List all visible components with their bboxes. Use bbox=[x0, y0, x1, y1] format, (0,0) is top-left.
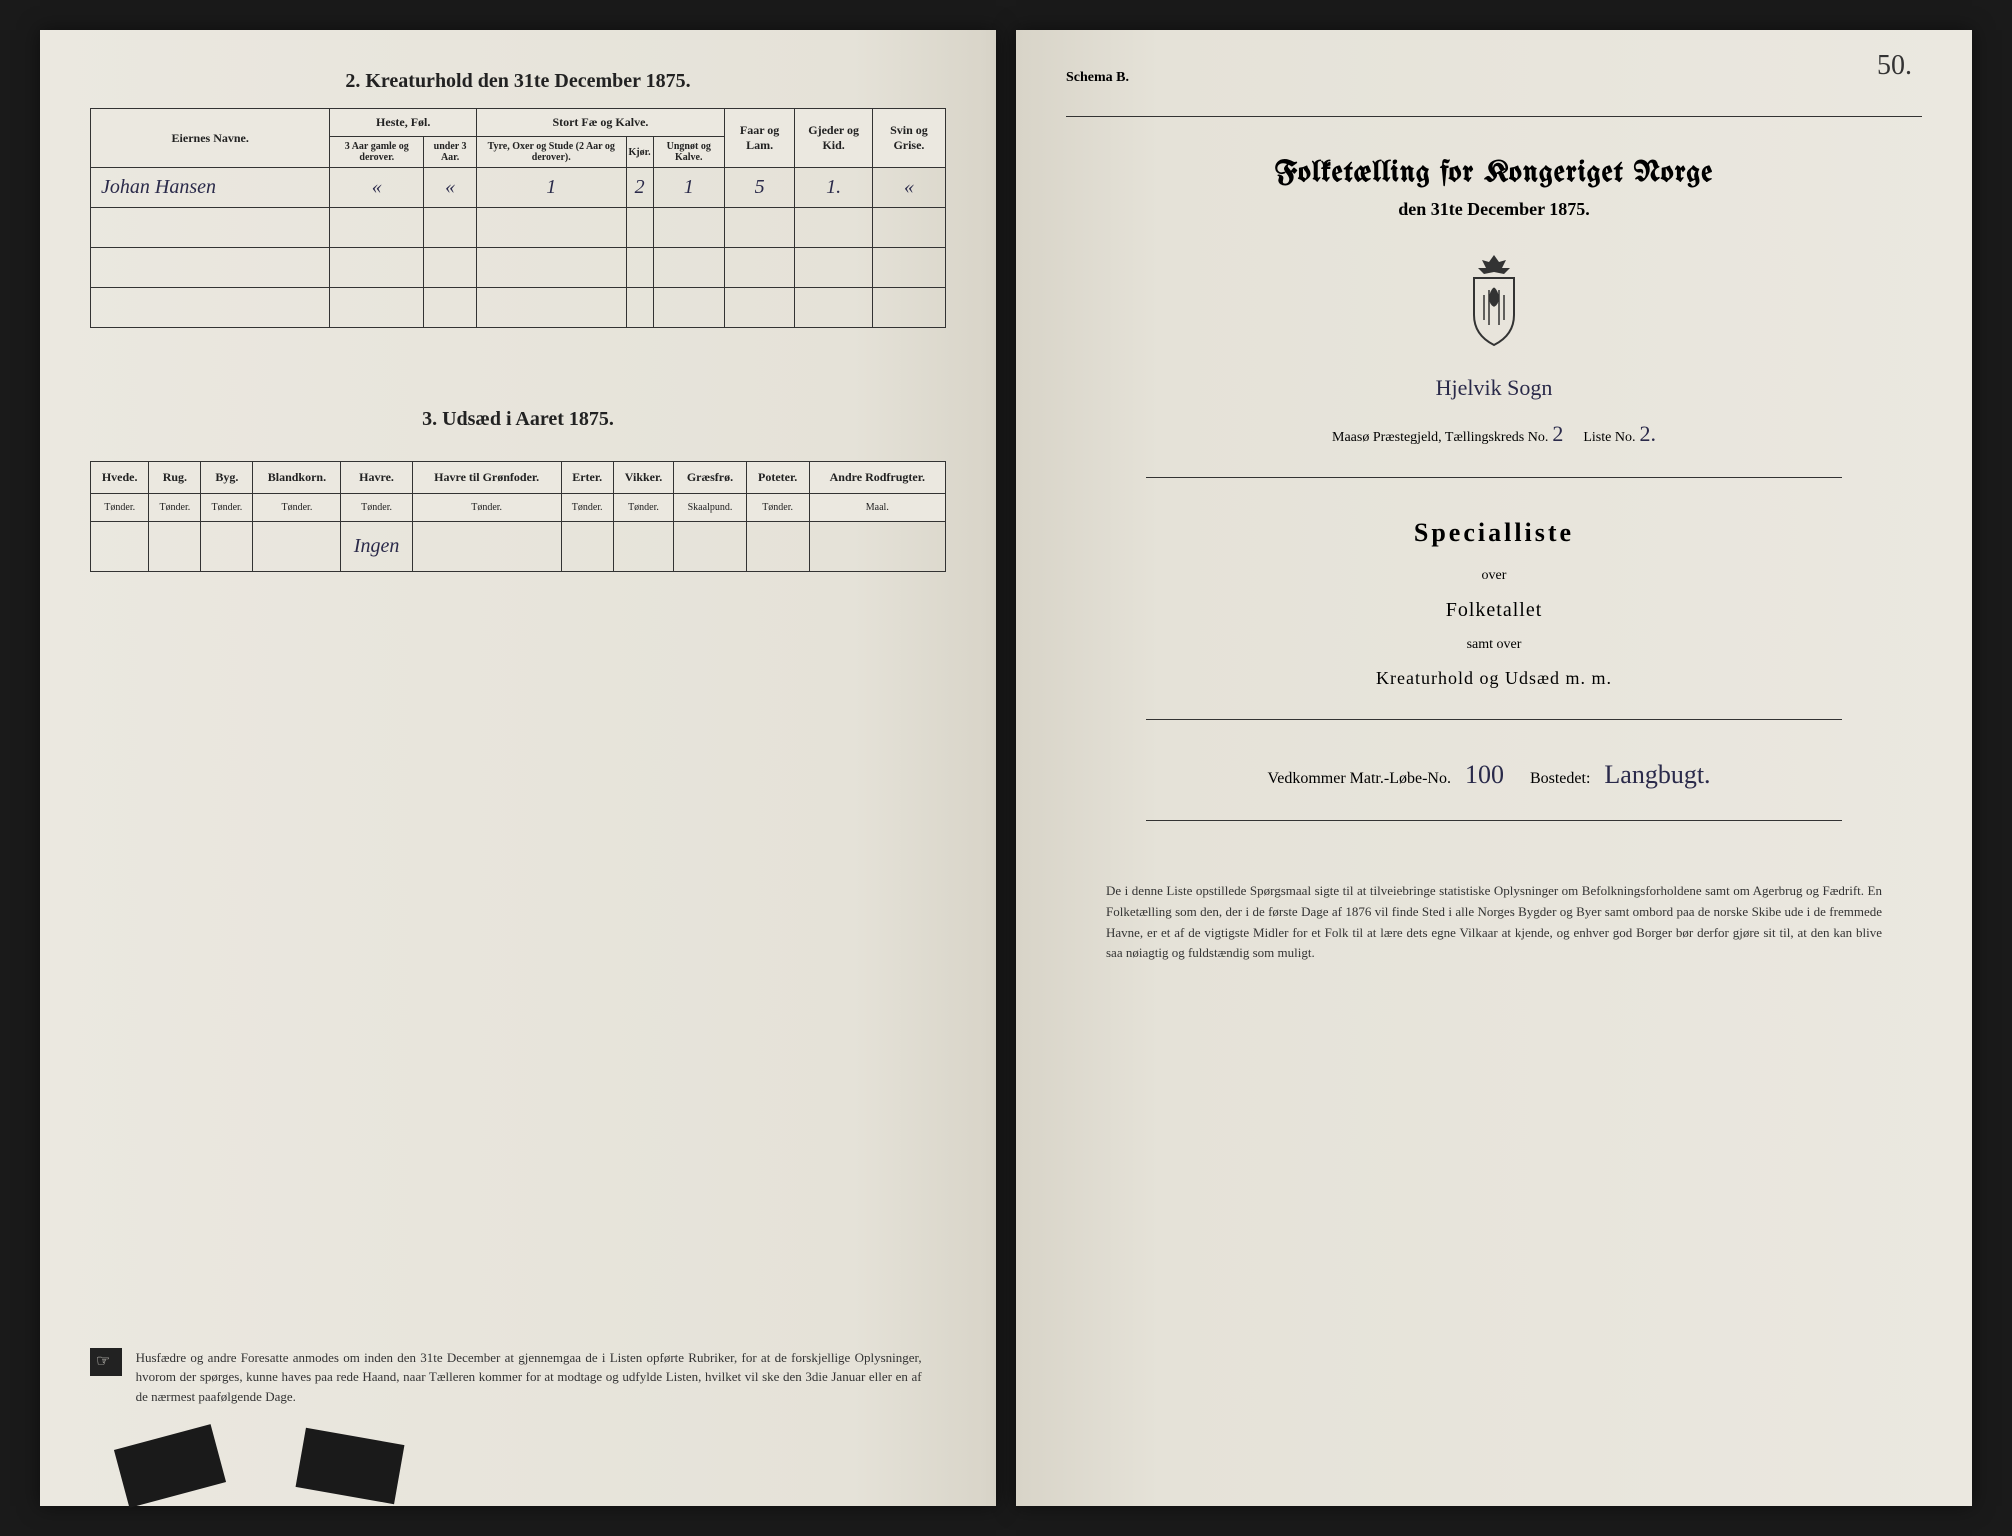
table-row: Ingen bbox=[91, 522, 946, 572]
left-footnote: ☞ Husfædre og andre Foresatte anmodes om… bbox=[90, 1348, 946, 1407]
bosted-label: Bostedet: bbox=[1530, 770, 1590, 787]
liste-no: 2. bbox=[1639, 421, 1656, 446]
right-page: 50. Schema B. Folketælling for Kongerige… bbox=[1016, 30, 1972, 1506]
cell-hu3: « bbox=[424, 168, 477, 208]
col-andre: Andre Rodfrugter. bbox=[809, 462, 945, 494]
table-row bbox=[91, 208, 946, 248]
divider bbox=[1146, 719, 1842, 720]
cell-young: 1 bbox=[653, 168, 724, 208]
col-goats: Gjeder og Kid. bbox=[795, 109, 873, 168]
unit-tender: Tønder. bbox=[613, 494, 674, 522]
cell-havre: Ingen bbox=[341, 522, 412, 572]
cell-pigs: « bbox=[872, 168, 945, 208]
col-pigs: Svin og Grise. bbox=[872, 109, 945, 168]
col-cows: Kjør. bbox=[626, 137, 653, 168]
col-cattle: Stort Fæ og Kalve. bbox=[477, 109, 725, 137]
parish-line: Hjelvik Sogn bbox=[1066, 375, 1922, 401]
census-title: Folketælling for Kongeriget Norge bbox=[1066, 157, 1922, 189]
seed-table: Hvede. Rug. Byg. Blandkorn. Havre. Havre… bbox=[90, 461, 946, 572]
cell-cows: 2 bbox=[626, 168, 653, 208]
left-page: 2. Kreaturhold den 31te December 1875. E… bbox=[40, 30, 996, 1506]
right-footnote: De i denne Liste opstillede Spørgsmaal s… bbox=[1066, 881, 1922, 964]
unit-tender: Tønder. bbox=[412, 494, 561, 522]
section2-title: 2. Kreaturhold den 31te December 1875. bbox=[90, 70, 946, 93]
pointing-hand-icon: ☞ bbox=[90, 1348, 122, 1376]
col-young: Ungnøt og Kalve. bbox=[653, 137, 724, 168]
col-havre: Havre. bbox=[341, 462, 412, 494]
table-header-row: Hvede. Rug. Byg. Blandkorn. Havre. Havre… bbox=[91, 462, 946, 494]
unit-tender: Tønder. bbox=[341, 494, 412, 522]
parish-name: Hjelvik Sogn bbox=[1436, 375, 1553, 400]
book-spread: 2. Kreaturhold den 31te December 1875. E… bbox=[0, 0, 2012, 1536]
table-row bbox=[91, 248, 946, 288]
table-header-row-1: Eiernes Navne. Heste, Føl. Stort Fæ og K… bbox=[91, 109, 946, 137]
liste-label: Liste No. bbox=[1583, 430, 1635, 445]
unit-tender: Tønder. bbox=[149, 494, 201, 522]
col-owner: Eiernes Navne. bbox=[91, 109, 330, 168]
samt-label: samt over bbox=[1066, 637, 1922, 653]
kreds-no: 2 bbox=[1552, 421, 1563, 446]
cell-owner: Johan Hansen bbox=[91, 168, 330, 208]
col-rug: Rug. bbox=[149, 462, 201, 494]
col-bulls: Tyre, Oxer og Stude (2 Aar og derover). bbox=[477, 137, 626, 168]
col-horses-3plus: 3 Aar gamle og derover. bbox=[330, 137, 424, 168]
col-horses-u3: under 3 Aar. bbox=[424, 137, 477, 168]
over-label: over bbox=[1066, 568, 1922, 584]
col-erter: Erter. bbox=[561, 462, 613, 494]
footnote-text: Husfædre og andre Foresatte anmodes om i… bbox=[136, 1348, 922, 1407]
unit-skaalpund: Skaalpund. bbox=[674, 494, 746, 522]
livestock-table: Eiernes Navne. Heste, Føl. Stort Fæ og K… bbox=[90, 108, 946, 328]
unit-tender: Tønder. bbox=[561, 494, 613, 522]
col-havre-gron: Havre til Grønfoder. bbox=[412, 462, 561, 494]
coat-of-arms-icon bbox=[1066, 250, 1922, 355]
col-byg: Byg. bbox=[201, 462, 253, 494]
cell-sheep: 5 bbox=[724, 168, 795, 208]
cell-goats: 1. bbox=[795, 168, 873, 208]
binder-clip bbox=[296, 1428, 405, 1504]
col-hvede: Hvede. bbox=[91, 462, 149, 494]
specialliste-title: Specialliste bbox=[1066, 518, 1922, 548]
unit-maal: Maal. bbox=[809, 494, 945, 522]
matr-no: 100 bbox=[1465, 760, 1504, 789]
page-number: 50. bbox=[1877, 50, 1912, 82]
bosted-line: Vedkommer Matr.-Løbe-No. 100 Bostedet: L… bbox=[1066, 760, 1922, 790]
unit-tender: Tønder. bbox=[91, 494, 149, 522]
binder-clip bbox=[114, 1424, 226, 1508]
section3-title: 3. Udsæd i Aaret 1875. bbox=[90, 408, 946, 431]
census-subtitle: den 31te December 1875. bbox=[1066, 199, 1922, 220]
folketallet-label: Folketallet bbox=[1066, 599, 1922, 622]
footnote-area: ☞ Husfædre og andre Foresatte anmodes om… bbox=[90, 1308, 946, 1407]
kreatur-label: Kreaturhold og Udsæd m. m. bbox=[1066, 668, 1922, 689]
unit-tender: Tønder. bbox=[201, 494, 253, 522]
schema-label: Schema B. bbox=[1066, 70, 1922, 86]
col-horses: Heste, Føl. bbox=[330, 109, 477, 137]
parish-label: Maasø Præstegjeld, Tællingskreds No. bbox=[1332, 430, 1548, 445]
matr-label: Vedkommer Matr.-Løbe-No. bbox=[1267, 770, 1451, 787]
table-row bbox=[91, 288, 946, 328]
col-graesfro: Græsfrø. bbox=[674, 462, 746, 494]
divider bbox=[1146, 477, 1842, 478]
col-blandkorn: Blandkorn. bbox=[253, 462, 341, 494]
cell-bulls: 1 bbox=[477, 168, 626, 208]
col-poteter: Poteter. bbox=[746, 462, 809, 494]
bosted-name: Langbugt. bbox=[1604, 760, 1710, 789]
table-unit-row: Tønder. Tønder. Tønder. Tønder. Tønder. … bbox=[91, 494, 946, 522]
cell-h3: « bbox=[330, 168, 424, 208]
unit-tender: Tønder. bbox=[746, 494, 809, 522]
divider bbox=[1066, 116, 1922, 117]
parish-details: Maasø Præstegjeld, Tællingskreds No. 2 L… bbox=[1066, 421, 1922, 447]
table-row: Johan Hansen « « 1 2 1 5 1. « bbox=[91, 168, 946, 208]
col-vikker: Vikker. bbox=[613, 462, 674, 494]
unit-tender: Tønder. bbox=[253, 494, 341, 522]
col-sheep: Faar og Lam. bbox=[724, 109, 795, 168]
divider bbox=[1146, 820, 1842, 821]
